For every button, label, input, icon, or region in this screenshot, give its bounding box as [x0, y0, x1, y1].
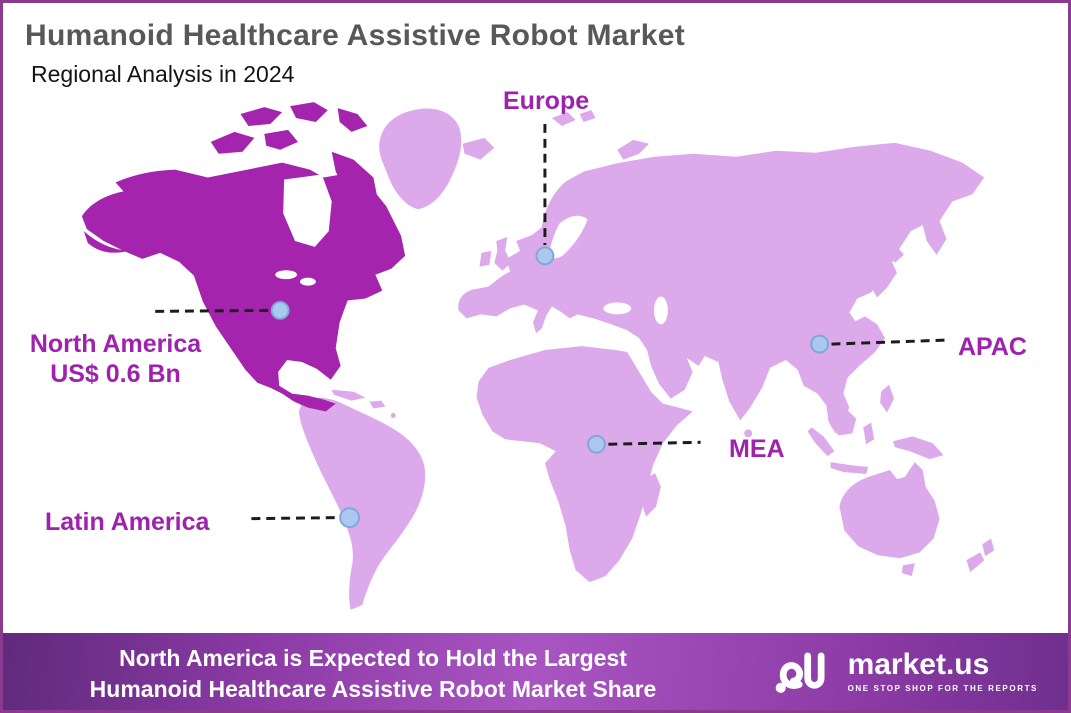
new-guinea-island [892, 436, 944, 460]
apac-leader-line [831, 338, 945, 346]
region-label-latin-america: Latin America [45, 508, 210, 536]
region-label-north-america-name: North America [29, 330, 202, 358]
north-america-marker [270, 300, 290, 320]
caribbean-islands [331, 389, 386, 409]
eurasia-landmass [458, 142, 985, 434]
europe-marker [535, 246, 555, 266]
market-us-logo-icon [775, 652, 825, 693]
novaya-zemlya-island [617, 139, 650, 160]
japan-islands [872, 245, 904, 298]
black-sea [603, 302, 632, 315]
region-label-apac: APAC [958, 333, 1027, 361]
java-island [830, 462, 869, 475]
philippines-islands [880, 384, 894, 413]
sri-lanka-island [744, 429, 753, 438]
africa-landmass [476, 346, 693, 583]
great-lakes-east [299, 277, 316, 286]
region-label-north-america: North America US$ 0.6 Bn [18, 329, 213, 389]
world-map [81, 102, 995, 610]
market-us-logo: market.us ONE STOP SHOP FOR THE REPORTS [774, 643, 1038, 699]
aleutian-peninsula [83, 231, 129, 253]
british-isles [479, 237, 512, 271]
sumatra-island [807, 427, 835, 457]
australia-landmass [839, 462, 940, 559]
logo-tagline: ONE STOP SHOP FOR THE REPORTS [847, 683, 1038, 693]
south-america-landmass [299, 397, 426, 610]
banner-line-2: Humanoid Healthcare Assistive Robot Mark… [89, 676, 657, 703]
tasmania-island [901, 563, 915, 577]
baltic-sea [547, 215, 588, 259]
north-america-leader-line [155, 308, 269, 313]
mea-leader-line [608, 440, 701, 446]
iceland-island [462, 137, 495, 160]
logo-name: market.us [847, 647, 990, 681]
banner-line-1: North America is Expected to Hold the La… [119, 645, 627, 671]
new-zealand-islands [966, 538, 995, 573]
greenland-landmass [379, 108, 462, 210]
region-label-europe: Europe [503, 87, 590, 115]
region-value-north-america: US$ 0.6 Bn [50, 360, 181, 388]
banner-headline: North America is Expected to Hold the La… [28, 643, 718, 705]
page-subtitle: Regional Analysis in 2024 [31, 61, 295, 87]
region-label-mea: MEA [729, 435, 785, 463]
market-us-logo-text: market.us ONE STOP SHOP FOR THE REPORTS [847, 647, 1038, 693]
madagascar-island [640, 473, 661, 517]
great-lakes [275, 270, 298, 280]
caribbean-islet [390, 413, 396, 418]
canadian-arctic-islands [210, 102, 378, 206]
latin-america-leader-line [251, 516, 338, 521]
svalbard-islands [551, 110, 596, 126]
mea-marker [587, 434, 606, 454]
hudson-bay [283, 174, 332, 247]
latin-america-marker [339, 507, 360, 529]
apac-marker [810, 334, 830, 354]
page-title: Humanoid Healthcare Assistive Robot Mark… [25, 19, 685, 52]
caspian-sea [653, 296, 668, 325]
bottom-banner: North America is Expected to Hold the La… [3, 633, 1068, 710]
borneo-island [830, 408, 857, 436]
sulawesi-island [863, 422, 875, 445]
